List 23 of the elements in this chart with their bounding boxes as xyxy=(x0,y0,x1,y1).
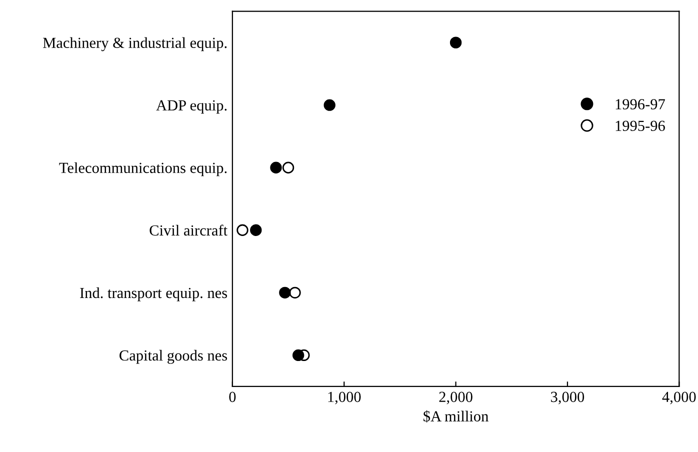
point xyxy=(282,162,294,174)
x-tick-label: 1,000 xyxy=(328,392,361,404)
x-tick-label: 0 xyxy=(229,392,236,402)
point xyxy=(279,286,291,299)
legend-label: 1996-97 xyxy=(616,99,665,110)
x-axis-title: $A million xyxy=(424,410,488,422)
point xyxy=(450,36,462,48)
x-tick-label: 2,000 xyxy=(439,392,472,404)
x-tick-label: 4,000 xyxy=(662,392,696,404)
point xyxy=(270,162,282,174)
point xyxy=(236,224,248,236)
legend-label: 1995-96 xyxy=(616,120,665,132)
point xyxy=(324,99,336,111)
point xyxy=(292,349,304,362)
y-tick-label: Civil aircraft xyxy=(150,224,228,236)
y-tick-label: Machinery & industrial equip. xyxy=(43,37,227,52)
y-tick-label: ADP equip. xyxy=(156,100,227,114)
point xyxy=(289,286,301,299)
y-tick-label: Ind. transport equip. nes xyxy=(80,287,228,302)
x-tick-label: 3,000 xyxy=(551,392,584,404)
y-tick-label: Telecommunications equip. xyxy=(59,162,227,176)
y-tick-label: Capital goods nes xyxy=(120,350,228,364)
point xyxy=(250,224,262,236)
